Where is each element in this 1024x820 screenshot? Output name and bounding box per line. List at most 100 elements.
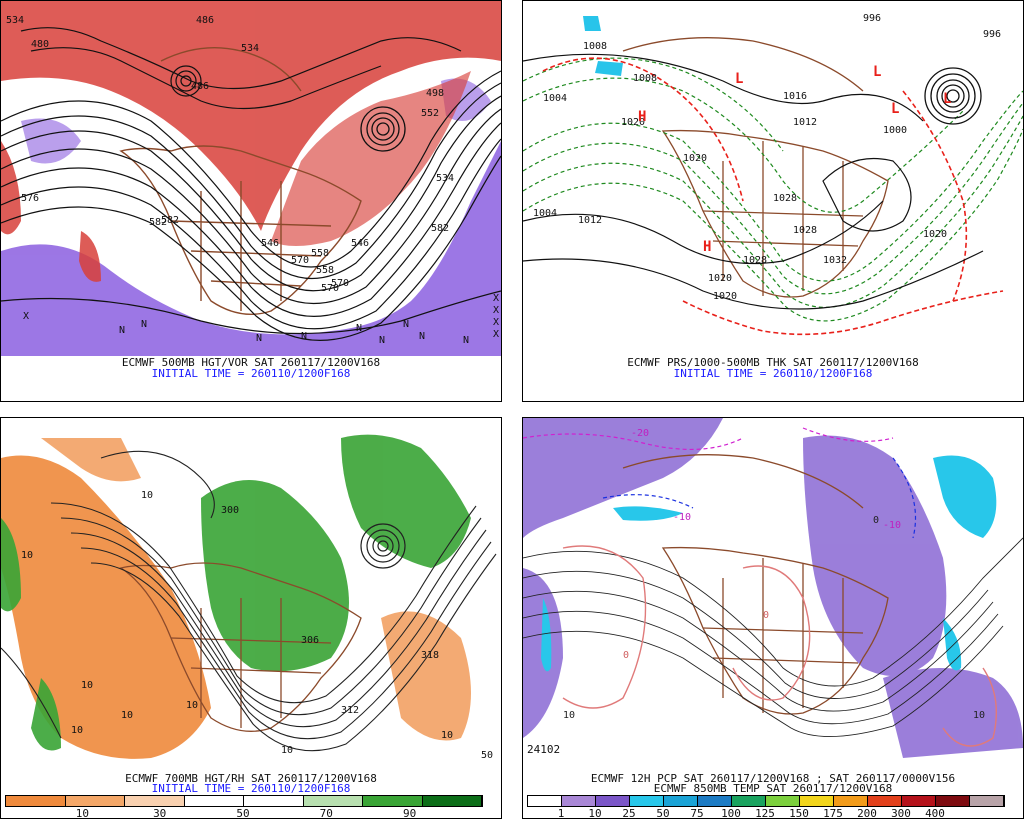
pressure-markers: L L L L H H bbox=[638, 64, 951, 255]
contour-label: 570 bbox=[321, 283, 339, 294]
contour-label: 486 bbox=[196, 15, 214, 26]
contour-label: 0 bbox=[873, 515, 879, 526]
colorbar-segment bbox=[65, 796, 125, 806]
rh-colorbar bbox=[5, 795, 483, 807]
contour-label: 10 bbox=[121, 710, 133, 721]
contour-label: 1004 bbox=[543, 93, 567, 104]
colorbar-segment bbox=[6, 796, 66, 806]
contour-label: 10 bbox=[71, 725, 83, 736]
contour-label: -20 bbox=[631, 428, 649, 439]
colorbar-label: 90 bbox=[402, 807, 417, 820]
precip-heavy-shading bbox=[541, 455, 997, 672]
contour-labels: 10 10 10 10 10 10 10 10 312 318 306 300 … bbox=[21, 490, 493, 761]
low-marker: L bbox=[943, 91, 951, 107]
coastlines bbox=[622, 454, 889, 715]
colorbar-segment bbox=[800, 796, 834, 806]
contour-label: 1008 bbox=[583, 41, 607, 52]
initial-time: INITIAL TIME = 260110/1200F168 bbox=[673, 367, 873, 380]
precip-colorbar bbox=[527, 795, 1005, 807]
contour-label: 10 bbox=[141, 490, 153, 501]
corner-number: 24102 bbox=[527, 743, 560, 756]
contour-label: 0 bbox=[763, 610, 769, 621]
high-marker: H bbox=[638, 109, 646, 125]
contour-label: 1028 bbox=[773, 193, 797, 204]
high-marker: H bbox=[703, 239, 711, 255]
cold-contour-magenta bbox=[523, 427, 894, 451]
contour-label: 582 bbox=[149, 217, 167, 228]
colorbar-segment bbox=[902, 796, 936, 806]
colorbar-label: 50 bbox=[656, 807, 670, 820]
colorbar-label: 300 bbox=[891, 807, 911, 820]
contour-label: 1004 bbox=[533, 208, 557, 219]
panel-700mb-height-rh: 10 10 10 10 10 10 10 10 312 318 306 300 … bbox=[0, 417, 502, 820]
contour-label: 1020 bbox=[923, 229, 947, 240]
colorbar-label: 10 bbox=[588, 807, 602, 820]
contour-label: 480 bbox=[31, 39, 49, 50]
height-contours bbox=[1, 27, 501, 341]
contour-label: 546 bbox=[351, 238, 369, 249]
contour-label: 534 bbox=[6, 15, 24, 26]
contour-labels: 534 480 486 576 582 570 546 534 558 570 … bbox=[6, 15, 454, 294]
coastlines bbox=[119, 562, 362, 732]
colorbar-label: 70 bbox=[319, 807, 333, 820]
marker: N bbox=[256, 333, 262, 344]
freezing-line bbox=[562, 545, 998, 747]
thickness-contours bbox=[523, 57, 1023, 322]
panel-500mb-height-vorticity: 534 480 486 576 582 570 546 534 558 570 … bbox=[0, 0, 502, 402]
contour-label: 534 bbox=[436, 173, 454, 184]
contour-label: 996 bbox=[983, 29, 1001, 40]
colorbar-segment bbox=[970, 796, 1004, 806]
colorbar-label: 175 bbox=[823, 807, 843, 820]
contour-label: 300 bbox=[221, 505, 239, 516]
colorbar-segment bbox=[868, 796, 902, 806]
colorbar-label: 30 bbox=[153, 807, 167, 820]
contour-label: 546 bbox=[261, 238, 279, 249]
colorbar-segment bbox=[184, 796, 244, 806]
initial-time: INITIAL TIME = 260110/1200F168 bbox=[151, 367, 351, 380]
moist-shading bbox=[1, 434, 471, 751]
colorbar-segment bbox=[528, 796, 562, 806]
contour-label: 0 bbox=[623, 650, 629, 661]
temperature-contours bbox=[523, 537, 1023, 737]
colorbar-segment bbox=[562, 796, 596, 806]
extrema-markers: X X X X X N N N N N N N N N bbox=[23, 293, 499, 346]
contour-label: 558 bbox=[311, 248, 329, 259]
contour-label: -10 bbox=[883, 520, 901, 531]
contour-label: 10 bbox=[81, 680, 93, 691]
colorbar-segment bbox=[363, 796, 423, 806]
thickness-contours-red bbox=[542, 57, 1004, 336]
contour-label: 1020 bbox=[621, 117, 645, 128]
colorbar-label: 400 bbox=[925, 807, 945, 820]
marker: N bbox=[356, 323, 362, 334]
marker: X bbox=[493, 305, 499, 316]
contour-label: 1016 bbox=[783, 91, 807, 102]
colorbar-segment bbox=[936, 796, 970, 806]
panel-title: ECMWF 500MB HGT/VOR SAT 260117/1200V168 bbox=[121, 356, 381, 369]
panel-precip-850mb-temp: -20 -10 -10 0 0 10 10 0 24102 ECMWF 12H … bbox=[522, 417, 1024, 820]
colorbar-segment bbox=[125, 796, 185, 806]
contour-label: 10 bbox=[281, 745, 293, 756]
marker: N bbox=[119, 325, 125, 336]
colorbar-label: 25 bbox=[622, 807, 636, 820]
map-pressure-thickness: 996 1008 1004 1012 1020 1020 1028 1032 1… bbox=[523, 1, 1023, 356]
colorbar-segment bbox=[698, 796, 732, 806]
contour-label: 486 bbox=[191, 81, 209, 92]
contour-label: 1028 bbox=[793, 225, 817, 236]
contour-label: 570 bbox=[331, 278, 349, 289]
contour-label: 582 bbox=[161, 215, 179, 226]
marker: N bbox=[301, 331, 307, 342]
colorbar-segment bbox=[422, 796, 482, 806]
colorbar-label: 50 bbox=[236, 807, 250, 820]
initial-time: INITIAL TIME = 260110/1200F168 bbox=[151, 782, 351, 795]
cyclone-swirl bbox=[360, 106, 406, 152]
cyclone-swirl bbox=[360, 523, 406, 569]
colorbar-label: 150 bbox=[789, 807, 809, 820]
colorbar-label: 75 bbox=[690, 807, 704, 820]
map-precip-temperature: -20 -10 -10 0 0 10 10 0 24102 bbox=[523, 418, 1023, 775]
cold-contour-blue bbox=[602, 457, 916, 539]
contour-label: 10 bbox=[441, 730, 453, 741]
height-contours bbox=[1, 450, 497, 752]
contour-label: 1008 bbox=[633, 73, 657, 84]
contour-label: 50 bbox=[481, 750, 493, 761]
colorbar-segment bbox=[664, 796, 698, 806]
